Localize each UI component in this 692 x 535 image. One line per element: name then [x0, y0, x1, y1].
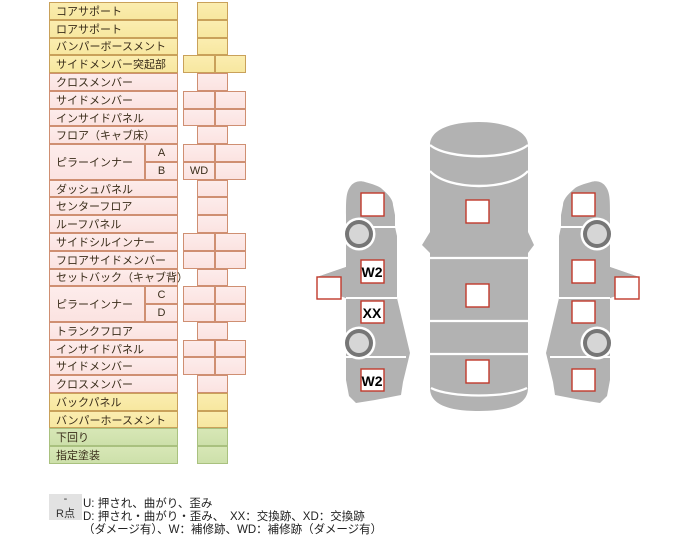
svg-text:W2: W2	[362, 373, 383, 389]
svg-text:W2: W2	[362, 264, 383, 280]
svg-text:XX: XX	[363, 305, 382, 321]
